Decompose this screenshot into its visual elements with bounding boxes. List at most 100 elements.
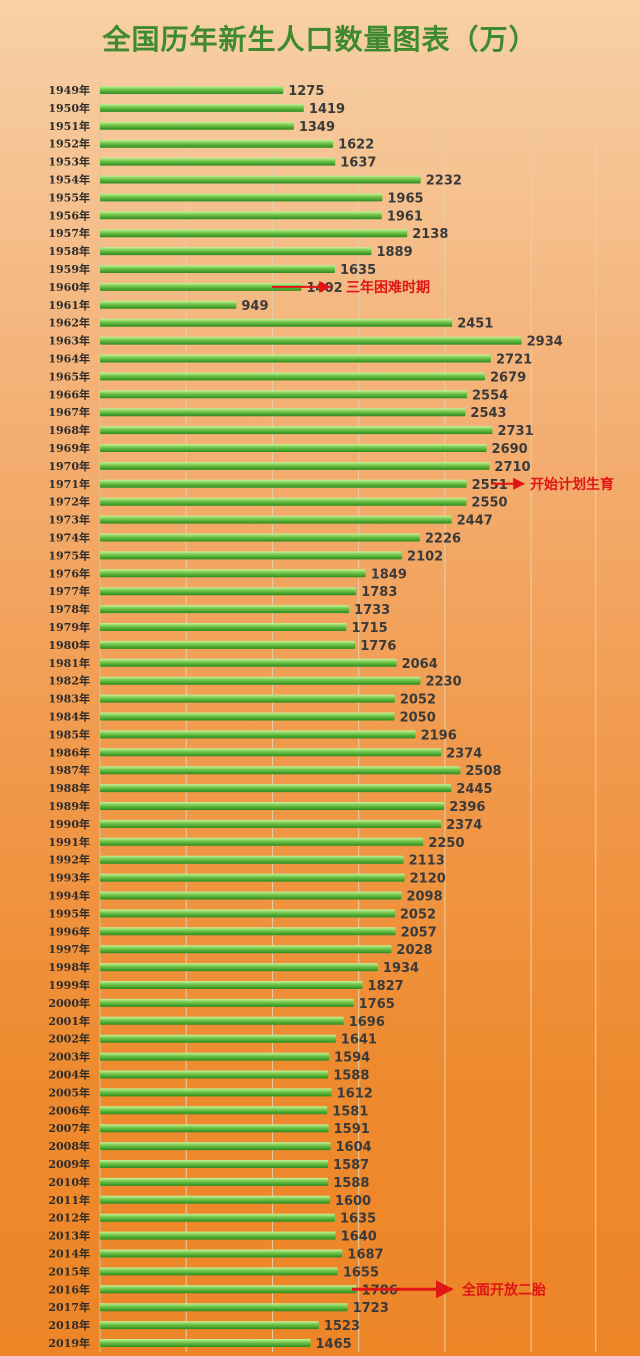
year-label: 1957年 <box>48 226 90 240</box>
value-label: 2250 <box>428 836 464 851</box>
bar <box>100 640 356 649</box>
year-label: 2007年 <box>48 1121 90 1135</box>
bar <box>100 1285 357 1294</box>
year-label: 2012年 <box>48 1211 90 1225</box>
bar <box>100 229 408 238</box>
value-label: 2396 <box>449 800 485 815</box>
value-label: 1827 <box>368 979 404 994</box>
value-label: 2934 <box>527 335 563 350</box>
value-label: 2451 <box>457 317 493 332</box>
value-label: 2551 <box>472 478 508 493</box>
value-label: 2721 <box>496 353 532 368</box>
year-label: 1994年 <box>48 889 90 903</box>
bar <box>100 1303 348 1312</box>
value-label: 2543 <box>470 406 506 421</box>
year-label: 1992年 <box>48 853 90 867</box>
year-label: 1986年 <box>48 745 90 759</box>
bar <box>100 837 424 846</box>
bar <box>100 1231 336 1240</box>
annotation-text: 三年困难时期 <box>346 279 430 296</box>
bar <box>100 372 485 381</box>
value-label: 2226 <box>425 532 461 547</box>
bar <box>100 748 442 757</box>
bar <box>100 497 467 506</box>
bar <box>100 515 452 524</box>
value-label: 2052 <box>400 907 436 922</box>
bar <box>100 1070 329 1079</box>
year-label: 2019年 <box>48 1336 90 1350</box>
year-label: 1972年 <box>48 495 90 509</box>
bar <box>100 927 396 936</box>
year-label: 1952年 <box>48 137 90 151</box>
year-label: 1971年 <box>48 477 90 491</box>
value-label: 1349 <box>299 120 335 135</box>
bar <box>100 300 237 309</box>
bar <box>100 318 453 327</box>
year-label: 1961年 <box>48 298 90 312</box>
bar <box>100 1124 329 1133</box>
value-label: 1849 <box>371 567 407 582</box>
year-label: 1975年 <box>48 548 90 562</box>
value-label: 1635 <box>340 263 376 278</box>
year-label: 1967年 <box>48 405 90 419</box>
year-label: 2016年 <box>48 1282 90 1296</box>
value-label: 2374 <box>446 818 482 833</box>
value-label: 1655 <box>343 1265 379 1280</box>
bar <box>100 193 383 202</box>
bar <box>100 1034 336 1043</box>
value-label: 1523 <box>324 1319 360 1334</box>
bar <box>100 569 366 578</box>
year-label: 1983年 <box>48 692 90 706</box>
bar <box>100 211 382 220</box>
year-label: 2004年 <box>48 1068 90 1082</box>
year-label: 2014年 <box>48 1247 90 1261</box>
bar <box>100 855 404 864</box>
value-label: 1275 <box>288 84 324 99</box>
value-label: 1622 <box>338 138 374 153</box>
bar <box>100 282 302 291</box>
value-label: 2230 <box>425 675 461 690</box>
bar <box>100 1321 319 1330</box>
year-label: 1985年 <box>48 727 90 741</box>
bar <box>100 1267 338 1276</box>
bar <box>100 121 294 130</box>
bar <box>100 354 492 363</box>
bar <box>100 658 397 667</box>
year-label: 1954年 <box>48 173 90 187</box>
year-label: 1995年 <box>48 906 90 920</box>
annotation-text: 全面开放二胎 <box>461 1281 546 1298</box>
bar <box>100 426 493 435</box>
value-label: 1723 <box>353 1301 389 1316</box>
bar <box>100 873 405 882</box>
year-label: 2006年 <box>48 1103 90 1117</box>
value-label: 1604 <box>335 1140 371 1155</box>
value-label: 2710 <box>494 460 530 475</box>
year-label: 1977年 <box>48 584 90 598</box>
value-label: 2113 <box>409 854 445 869</box>
bar <box>100 819 442 828</box>
year-label: 1993年 <box>48 871 90 885</box>
year-label: 2005年 <box>48 1085 90 1099</box>
value-label: 1641 <box>341 1033 377 1048</box>
bar <box>100 1213 335 1222</box>
year-label: 2002年 <box>48 1032 90 1046</box>
value-label: 2102 <box>407 549 443 564</box>
bar <box>100 981 363 989</box>
value-label: 2679 <box>490 370 526 385</box>
bar <box>100 694 395 703</box>
bar <box>100 1160 329 1168</box>
bar <box>100 1195 330 1204</box>
value-label: 2550 <box>471 496 507 511</box>
year-label: 1979年 <box>48 620 90 634</box>
value-label: 1588 <box>333 1176 369 1191</box>
value-label: 1733 <box>354 603 390 618</box>
bar <box>100 909 395 918</box>
year-label: 1970年 <box>48 459 90 473</box>
year-label: 1990年 <box>48 817 90 831</box>
bar <box>100 103 304 112</box>
year-label: 1950年 <box>48 101 90 115</box>
year-label: 2018年 <box>48 1318 90 1332</box>
bar <box>100 1106 328 1115</box>
